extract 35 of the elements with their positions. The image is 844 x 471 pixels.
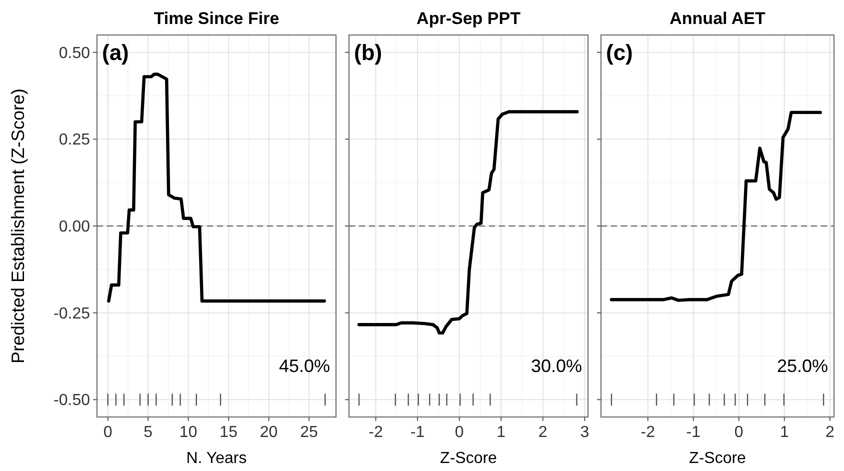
x-tick-label: 0 xyxy=(103,424,112,441)
chart-title: Time Since Fire xyxy=(154,9,280,28)
x-tick-label: -2 xyxy=(368,424,383,441)
annotation: 45.0% xyxy=(278,356,330,376)
x-tick-label: 15 xyxy=(220,424,238,441)
x-tick-label: 2 xyxy=(538,424,548,441)
x-axis-title: Z-Score xyxy=(440,450,498,467)
annotation: 25.0% xyxy=(776,356,828,376)
x-tick-label: 5 xyxy=(144,424,153,441)
chart-title: Annual AET xyxy=(670,9,766,28)
annotation: (a) xyxy=(102,40,129,65)
x-tick-label: 0 xyxy=(454,424,464,441)
y-tick-label: 0.25 xyxy=(58,132,90,149)
x-tick-label: -1 xyxy=(410,424,425,441)
y-tick-label: -0.25 xyxy=(54,305,90,322)
x-axis-title: N. Years xyxy=(186,450,247,467)
x-tick-label: 20 xyxy=(260,424,278,441)
x-tick-label: -2 xyxy=(640,424,656,441)
annotation: 30.0% xyxy=(530,356,582,376)
x-tick-label: 2 xyxy=(825,424,834,441)
y-axis-title: Predicted Establishment (Z-Score) xyxy=(8,88,28,364)
y-tick-label: -0.50 xyxy=(54,392,90,410)
chart-title: Apr-Sep PPT xyxy=(416,9,522,28)
x-tick-label: 1 xyxy=(780,424,789,441)
x-tick-label: 25 xyxy=(300,424,318,441)
x-tick-label: 3 xyxy=(580,424,590,441)
x-tick-label: 10 xyxy=(179,424,198,441)
annotation: (b) xyxy=(354,40,382,65)
x-axis-title: Z-Score xyxy=(689,450,746,467)
x-tick-label: 0 xyxy=(734,424,744,441)
x-tick-label: -1 xyxy=(686,424,701,441)
y-tick-label: 0.00 xyxy=(58,218,90,236)
y-tick-label: 0.50 xyxy=(58,44,90,62)
annotation: (c) xyxy=(606,40,633,65)
x-tick-label: 1 xyxy=(496,424,506,441)
